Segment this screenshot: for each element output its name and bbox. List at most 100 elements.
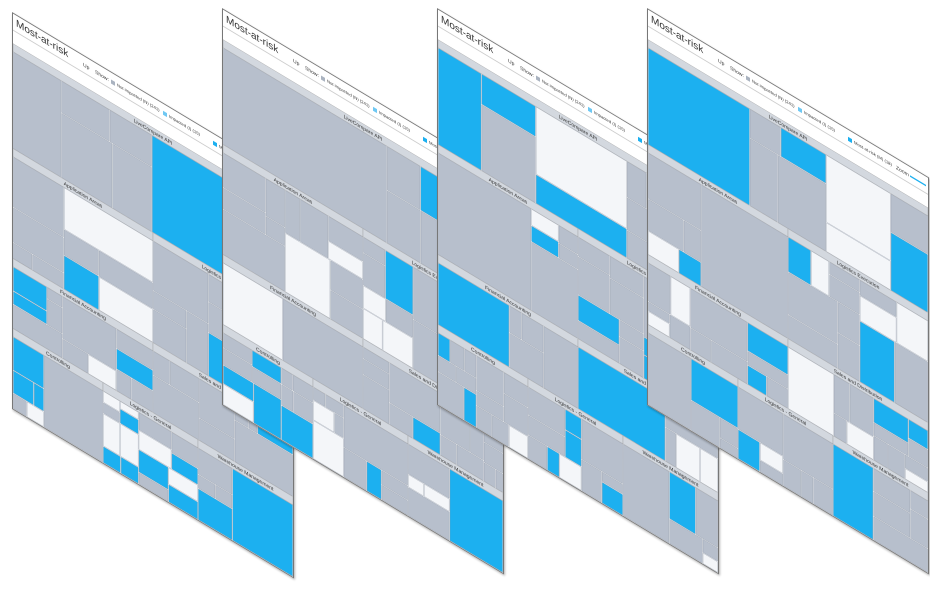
treemap-cell[interactable]: [531, 225, 559, 258]
treemap-cell[interactable]: [648, 301, 670, 324]
legend-swatch[interactable]: [638, 136, 642, 144]
treemap-cell[interactable]: [811, 250, 829, 297]
treemap-cell[interactable]: [13, 157, 64, 238]
treemap-cell[interactable]: [578, 347, 666, 461]
treemap-cell[interactable]: [905, 468, 928, 493]
treemap-cell[interactable]: [648, 263, 671, 315]
treemap-cell[interactable]: [450, 340, 465, 371]
treemap-cell[interactable]: [484, 442, 503, 474]
treemap-cell[interactable]: [363, 253, 385, 299]
treemap-cell[interactable]: [695, 487, 718, 548]
treemap-cell[interactable]: [120, 401, 139, 420]
treemap-cell[interactable]: [711, 340, 748, 385]
treemap-cell[interactable]: [528, 435, 547, 470]
treemap-cell[interactable]: [747, 322, 788, 375]
treemap-cell[interactable]: [198, 448, 233, 495]
treemap-cell[interactable]: [581, 459, 602, 503]
treemap-cell[interactable]: [578, 256, 610, 314]
treemap-cell[interactable]: [34, 383, 44, 412]
treemap-cell[interactable]: [13, 393, 27, 417]
treemap-cell[interactable]: [702, 539, 718, 562]
treemap-cell[interactable]: [509, 425, 528, 459]
treemap-cell[interactable]: [619, 319, 644, 351]
treemap-cell[interactable]: [408, 474, 424, 497]
treemap-cell[interactable]: [738, 429, 760, 472]
treemap-cell[interactable]: [700, 448, 718, 493]
treemap-cell[interactable]: [908, 419, 928, 450]
treemap-cell[interactable]: [908, 438, 928, 468]
treemap-cell[interactable]: [873, 436, 888, 469]
treemap-cell[interactable]: [679, 249, 701, 287]
treemap-cell[interactable]: [648, 311, 670, 338]
treemap-cell[interactable]: [120, 423, 139, 467]
treemap-cell[interactable]: [385, 250, 413, 315]
treemap-cell[interactable]: [476, 405, 492, 437]
treemap-cell[interactable]: [669, 471, 696, 535]
treemap-cell[interactable]: [282, 298, 363, 409]
treemap-cell[interactable]: [198, 488, 233, 541]
legend-swatch[interactable]: [746, 75, 750, 82]
treemap-cell[interactable]: [343, 405, 408, 486]
treemap-cell[interactable]: [509, 305, 522, 340]
treemap-cell[interactable]: [153, 351, 170, 385]
treemap-cell[interactable]: [438, 263, 510, 368]
up-button[interactable]: Up: [83, 62, 89, 71]
treemap-cell[interactable]: [385, 299, 413, 338]
treemap-cell[interactable]: [223, 263, 283, 361]
treemap-cell[interactable]: [281, 384, 293, 412]
treemap-cell[interactable]: [363, 358, 389, 390]
treemap-cell[interactable]: [121, 457, 139, 484]
treemap-cell[interactable]: [131, 378, 153, 413]
treemap-cell[interactable]: [504, 372, 528, 408]
treemap-cell[interactable]: [223, 187, 266, 235]
treemap-cell[interactable]: [103, 446, 121, 473]
treemap-cell[interactable]: [61, 113, 112, 208]
treemap-cell[interactable]: [62, 338, 88, 374]
treemap-cell[interactable]: [676, 433, 700, 482]
treemap-cell[interactable]: [559, 454, 582, 491]
treemap-cell[interactable]: [558, 225, 578, 255]
treemap-cell[interactable]: [536, 106, 627, 229]
treemap-cell[interactable]: [413, 417, 440, 455]
treemap-cell[interactable]: [223, 365, 254, 402]
legend-swatch[interactable]: [163, 110, 167, 118]
treemap-cell[interactable]: [826, 222, 891, 291]
treemap-cell[interactable]: [99, 250, 153, 309]
legend-label[interactable]: Not impacted (N) (241): [752, 79, 795, 109]
treemap-cell[interactable]: [669, 519, 703, 564]
treemap-cell[interactable]: [44, 355, 103, 463]
treemap-cell[interactable]: [788, 272, 838, 345]
treemap-cell[interactable]: [670, 276, 691, 327]
treemap-cell[interactable]: [363, 347, 389, 374]
treemap-cell[interactable]: [387, 146, 421, 210]
treemap-cell[interactable]: [495, 469, 503, 493]
treemap-cell[interactable]: [747, 351, 788, 389]
legend-swatch[interactable]: [848, 136, 852, 144]
treemap-cell[interactable]: [834, 413, 847, 444]
treemap-cell[interactable]: [750, 138, 778, 223]
treemap-cell[interactable]: [343, 447, 367, 491]
treemap-cell[interactable]: [103, 402, 120, 423]
legend-swatch[interactable]: [111, 79, 115, 86]
treemap-cell[interactable]: [281, 405, 313, 459]
treemap-cell[interactable]: [334, 413, 344, 438]
treemap-cell[interactable]: [438, 371, 464, 420]
treemap-cell[interactable]: [760, 442, 783, 474]
treemap-cell[interactable]: [363, 237, 385, 266]
treemap-cell[interactable]: [252, 350, 281, 384]
treemap-cell[interactable]: [481, 104, 536, 203]
legend-swatch[interactable]: [798, 106, 802, 114]
treemap-cell[interactable]: [293, 374, 313, 403]
treemap-cell[interactable]: [619, 336, 644, 378]
treemap-cell[interactable]: [910, 490, 928, 520]
treemap-cell[interactable]: [702, 552, 718, 573]
treemap-cell[interactable]: [13, 370, 34, 406]
treemap-cell[interactable]: [760, 460, 783, 486]
treemap-cell[interactable]: [110, 110, 152, 167]
treemap-cell[interactable]: [504, 393, 528, 437]
treemap-cell[interactable]: [565, 409, 582, 440]
treemap-cell[interactable]: [691, 400, 720, 448]
treemap-cell[interactable]: [547, 446, 560, 478]
treemap-cell[interactable]: [859, 295, 897, 343]
treemap-cell[interactable]: [464, 348, 477, 378]
